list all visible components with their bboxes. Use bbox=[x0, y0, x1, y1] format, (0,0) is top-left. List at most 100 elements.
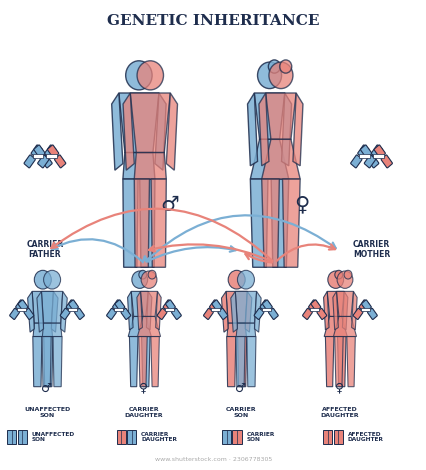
Polygon shape bbox=[118, 93, 158, 153]
FancyBboxPatch shape bbox=[69, 300, 78, 311]
Text: ♀: ♀ bbox=[294, 195, 309, 215]
Text: CARRIER
DAUGHTER: CARRIER DAUGHTER bbox=[124, 407, 163, 418]
Text: GENETIC INHERITANCE: GENETIC INHERITANCE bbox=[107, 15, 319, 28]
Circle shape bbox=[343, 270, 351, 279]
Text: ♂: ♂ bbox=[41, 382, 52, 395]
FancyBboxPatch shape bbox=[217, 308, 227, 320]
Polygon shape bbox=[140, 291, 157, 316]
Polygon shape bbox=[112, 93, 123, 170]
Circle shape bbox=[138, 270, 147, 279]
Text: CARRIER
SON: CARRIER SON bbox=[225, 407, 256, 418]
Text: UNAFFECTED
SON: UNAFFECTED SON bbox=[32, 431, 75, 442]
FancyBboxPatch shape bbox=[302, 308, 311, 320]
Polygon shape bbox=[134, 179, 149, 267]
Polygon shape bbox=[227, 323, 246, 337]
Polygon shape bbox=[250, 139, 288, 179]
FancyBboxPatch shape bbox=[209, 300, 219, 311]
FancyBboxPatch shape bbox=[163, 300, 173, 311]
Polygon shape bbox=[325, 337, 333, 387]
FancyBboxPatch shape bbox=[380, 155, 391, 168]
FancyBboxPatch shape bbox=[17, 430, 27, 444]
Polygon shape bbox=[146, 291, 152, 330]
FancyBboxPatch shape bbox=[308, 300, 317, 311]
Polygon shape bbox=[37, 291, 43, 332]
Circle shape bbox=[257, 62, 281, 88]
FancyBboxPatch shape bbox=[373, 145, 384, 158]
Polygon shape bbox=[323, 316, 346, 337]
Circle shape bbox=[148, 270, 155, 279]
Polygon shape bbox=[155, 93, 166, 170]
Circle shape bbox=[279, 60, 291, 73]
Polygon shape bbox=[42, 337, 51, 387]
Polygon shape bbox=[337, 337, 345, 387]
Polygon shape bbox=[236, 323, 255, 337]
Polygon shape bbox=[60, 291, 67, 332]
Polygon shape bbox=[33, 337, 42, 387]
FancyBboxPatch shape bbox=[24, 308, 34, 320]
Polygon shape bbox=[336, 291, 353, 316]
FancyBboxPatch shape bbox=[363, 155, 374, 168]
Circle shape bbox=[227, 270, 245, 289]
FancyBboxPatch shape bbox=[268, 308, 278, 320]
Polygon shape bbox=[123, 93, 134, 170]
Polygon shape bbox=[130, 93, 170, 153]
FancyBboxPatch shape bbox=[361, 300, 371, 311]
Polygon shape bbox=[326, 291, 343, 316]
Circle shape bbox=[132, 271, 147, 289]
FancyBboxPatch shape bbox=[262, 300, 272, 311]
Polygon shape bbox=[261, 139, 299, 179]
Polygon shape bbox=[254, 93, 284, 139]
Text: CARRIER
SON: CARRIER SON bbox=[246, 431, 274, 442]
FancyBboxPatch shape bbox=[16, 300, 25, 311]
Polygon shape bbox=[225, 291, 247, 323]
Bar bbox=[360, 308, 369, 311]
Polygon shape bbox=[128, 316, 151, 337]
Polygon shape bbox=[250, 179, 268, 267]
FancyBboxPatch shape bbox=[47, 145, 59, 158]
Polygon shape bbox=[166, 93, 177, 170]
FancyBboxPatch shape bbox=[37, 155, 49, 168]
FancyBboxPatch shape bbox=[34, 145, 45, 158]
FancyBboxPatch shape bbox=[31, 145, 42, 158]
Polygon shape bbox=[53, 337, 62, 387]
Bar bbox=[114, 308, 123, 311]
Bar bbox=[210, 308, 220, 311]
Circle shape bbox=[137, 61, 163, 90]
Text: CARRIER
DAUGHTER: CARRIER DAUGHTER bbox=[141, 431, 177, 442]
FancyBboxPatch shape bbox=[350, 155, 361, 168]
Polygon shape bbox=[265, 93, 296, 139]
FancyBboxPatch shape bbox=[115, 300, 124, 311]
Polygon shape bbox=[261, 179, 279, 267]
Bar bbox=[68, 308, 77, 311]
Polygon shape bbox=[138, 337, 147, 387]
Bar bbox=[33, 154, 43, 158]
Circle shape bbox=[327, 271, 343, 289]
Polygon shape bbox=[51, 291, 58, 332]
Polygon shape bbox=[333, 316, 356, 337]
FancyBboxPatch shape bbox=[371, 145, 382, 158]
FancyBboxPatch shape bbox=[41, 155, 52, 168]
Circle shape bbox=[34, 270, 51, 289]
Text: AFFECTED
DAUGHTER: AFFECTED DAUGHTER bbox=[320, 407, 358, 418]
Polygon shape bbox=[150, 337, 159, 387]
Polygon shape bbox=[292, 93, 302, 166]
Polygon shape bbox=[226, 337, 235, 387]
Polygon shape bbox=[351, 291, 356, 330]
Circle shape bbox=[237, 270, 254, 289]
FancyBboxPatch shape bbox=[66, 300, 76, 311]
Polygon shape bbox=[235, 291, 256, 323]
FancyBboxPatch shape bbox=[60, 308, 70, 320]
FancyBboxPatch shape bbox=[157, 308, 167, 320]
Polygon shape bbox=[151, 179, 166, 267]
FancyBboxPatch shape bbox=[316, 308, 326, 320]
FancyBboxPatch shape bbox=[18, 300, 28, 311]
Polygon shape bbox=[141, 337, 150, 387]
FancyBboxPatch shape bbox=[367, 308, 377, 320]
FancyBboxPatch shape bbox=[222, 430, 230, 444]
Text: ♂: ♂ bbox=[235, 382, 246, 395]
Polygon shape bbox=[32, 291, 53, 323]
Polygon shape bbox=[131, 291, 148, 316]
Polygon shape bbox=[137, 316, 160, 337]
Polygon shape bbox=[28, 291, 34, 332]
FancyBboxPatch shape bbox=[116, 430, 126, 444]
